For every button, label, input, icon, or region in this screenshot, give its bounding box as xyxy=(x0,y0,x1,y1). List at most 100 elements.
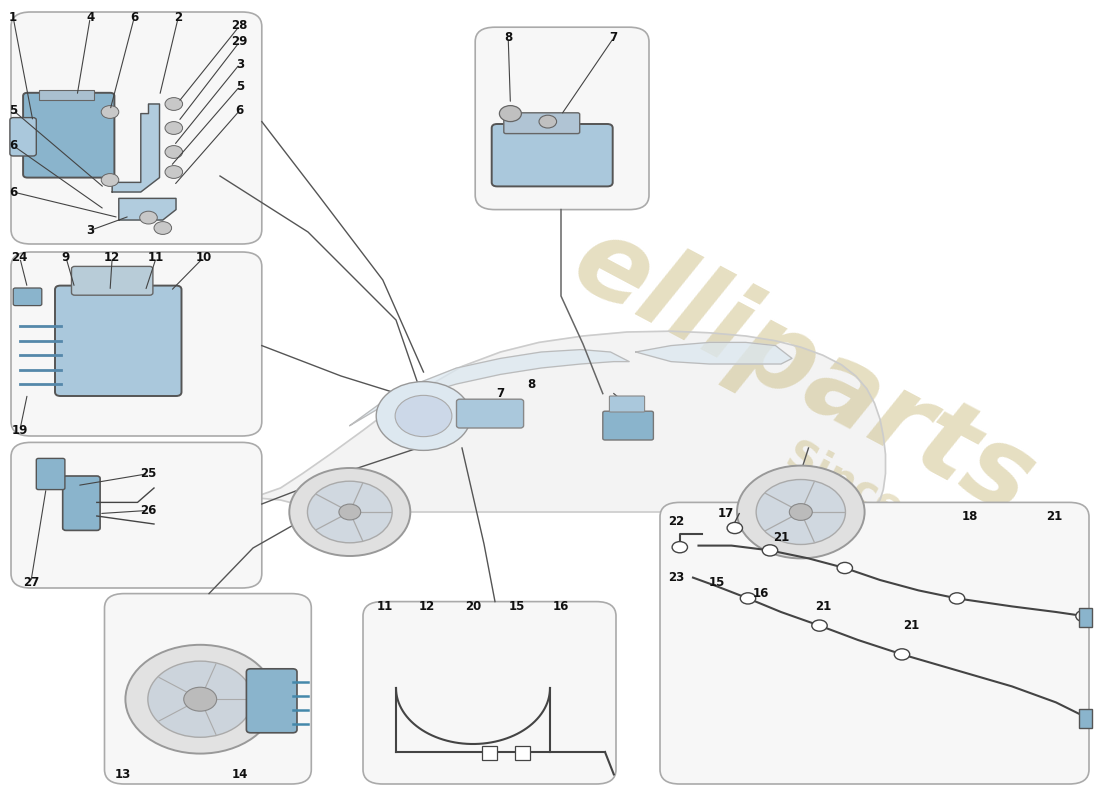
Circle shape xyxy=(1076,610,1091,622)
Text: 7: 7 xyxy=(496,387,505,400)
Text: 13: 13 xyxy=(116,768,131,781)
Text: 4: 4 xyxy=(86,11,95,24)
FancyBboxPatch shape xyxy=(63,476,100,530)
Circle shape xyxy=(756,479,846,545)
Circle shape xyxy=(737,466,865,558)
Text: 26: 26 xyxy=(141,504,156,517)
Circle shape xyxy=(289,468,410,556)
Circle shape xyxy=(140,211,157,224)
FancyBboxPatch shape xyxy=(609,396,645,412)
Text: 2: 2 xyxy=(174,11,183,24)
Text: 3: 3 xyxy=(86,224,95,237)
Circle shape xyxy=(184,687,217,711)
FancyBboxPatch shape xyxy=(492,124,613,186)
Text: 21: 21 xyxy=(815,600,830,613)
Circle shape xyxy=(307,481,393,542)
Text: 16: 16 xyxy=(553,600,569,613)
FancyBboxPatch shape xyxy=(603,411,653,440)
Text: 29: 29 xyxy=(232,35,248,48)
Circle shape xyxy=(672,542,688,553)
Text: 11: 11 xyxy=(148,251,164,264)
Text: Since 1985: Since 1985 xyxy=(779,433,1025,591)
Polygon shape xyxy=(253,331,886,512)
Circle shape xyxy=(395,395,452,437)
Circle shape xyxy=(165,122,183,134)
Text: 10: 10 xyxy=(196,251,211,264)
FancyBboxPatch shape xyxy=(36,458,65,490)
FancyBboxPatch shape xyxy=(363,602,616,784)
Circle shape xyxy=(147,661,253,738)
Circle shape xyxy=(154,222,172,234)
Text: 11: 11 xyxy=(377,600,393,613)
Circle shape xyxy=(539,115,557,128)
Text: 6: 6 xyxy=(235,104,244,117)
Text: 23: 23 xyxy=(669,571,684,584)
Text: 15: 15 xyxy=(710,576,725,589)
FancyBboxPatch shape xyxy=(1079,608,1092,627)
FancyBboxPatch shape xyxy=(72,266,153,295)
Polygon shape xyxy=(112,104,160,192)
Circle shape xyxy=(790,504,812,520)
Circle shape xyxy=(165,166,183,178)
FancyBboxPatch shape xyxy=(11,252,262,436)
Circle shape xyxy=(727,522,742,534)
Circle shape xyxy=(376,382,471,450)
FancyBboxPatch shape xyxy=(55,286,182,396)
Text: 27: 27 xyxy=(23,576,38,589)
Text: 18: 18 xyxy=(962,510,978,522)
FancyBboxPatch shape xyxy=(456,399,524,428)
Circle shape xyxy=(499,106,521,122)
FancyBboxPatch shape xyxy=(482,746,497,760)
Text: elliparts: elliparts xyxy=(556,206,1050,538)
FancyBboxPatch shape xyxy=(104,594,311,784)
FancyBboxPatch shape xyxy=(13,288,42,306)
Circle shape xyxy=(339,504,361,520)
Text: 8: 8 xyxy=(527,378,536,390)
Text: 28: 28 xyxy=(232,19,248,32)
Text: 5: 5 xyxy=(235,80,244,93)
Circle shape xyxy=(837,562,852,574)
Polygon shape xyxy=(350,350,629,426)
Circle shape xyxy=(762,545,778,556)
Text: 16: 16 xyxy=(754,587,769,600)
FancyBboxPatch shape xyxy=(504,113,580,134)
Text: 25: 25 xyxy=(141,467,156,480)
FancyBboxPatch shape xyxy=(475,27,649,210)
Polygon shape xyxy=(119,198,176,220)
Circle shape xyxy=(812,620,827,631)
Text: 3: 3 xyxy=(235,58,244,70)
Circle shape xyxy=(125,645,275,754)
FancyBboxPatch shape xyxy=(1079,709,1092,728)
Text: 14: 14 xyxy=(232,768,248,781)
Circle shape xyxy=(165,98,183,110)
Text: 21: 21 xyxy=(1046,510,1062,522)
Text: 6: 6 xyxy=(9,186,18,198)
Text: 6: 6 xyxy=(130,11,139,24)
Circle shape xyxy=(949,593,965,604)
Circle shape xyxy=(165,146,183,158)
FancyBboxPatch shape xyxy=(246,669,297,733)
Circle shape xyxy=(101,106,119,118)
Text: 24: 24 xyxy=(12,251,28,264)
Text: 6: 6 xyxy=(9,139,18,152)
FancyBboxPatch shape xyxy=(11,12,262,244)
Text: 21: 21 xyxy=(773,531,789,544)
Text: 22: 22 xyxy=(669,515,684,528)
Text: 17: 17 xyxy=(718,507,734,520)
Text: 20: 20 xyxy=(465,600,481,613)
Text: 19: 19 xyxy=(12,424,28,437)
Text: 15: 15 xyxy=(509,600,525,613)
Text: 12: 12 xyxy=(104,251,120,264)
FancyBboxPatch shape xyxy=(11,442,262,588)
FancyBboxPatch shape xyxy=(39,90,94,100)
Circle shape xyxy=(740,593,756,604)
Text: 9: 9 xyxy=(62,251,70,264)
Polygon shape xyxy=(636,342,792,364)
Text: 21: 21 xyxy=(903,619,918,632)
Text: 1: 1 xyxy=(9,11,18,24)
Text: 12: 12 xyxy=(419,600,435,613)
Circle shape xyxy=(894,649,910,660)
Text: 7: 7 xyxy=(609,31,618,44)
Text: 5: 5 xyxy=(9,104,18,117)
Circle shape xyxy=(101,174,119,186)
